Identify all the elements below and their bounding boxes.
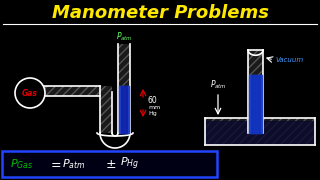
Text: $P_{Gas}$: $P_{Gas}$ bbox=[10, 157, 33, 171]
Bar bbox=[248, 50, 263, 133]
Text: mm: mm bbox=[148, 105, 160, 109]
Text: Hg: Hg bbox=[148, 111, 157, 116]
Bar bbox=[100, 86, 112, 133]
Text: $P_{atm}$: $P_{atm}$ bbox=[116, 31, 132, 43]
Text: 60: 60 bbox=[148, 96, 158, 105]
FancyBboxPatch shape bbox=[2, 151, 217, 177]
Bar bbox=[205, 118, 315, 145]
Text: $P_{atm}$: $P_{atm}$ bbox=[62, 157, 85, 171]
Bar bbox=[43, 86, 100, 96]
Text: Vacuum: Vacuum bbox=[275, 57, 303, 63]
Text: $=$: $=$ bbox=[48, 158, 62, 170]
Bar bbox=[118, 44, 130, 133]
Text: $\pm$: $\pm$ bbox=[105, 158, 116, 170]
Text: $P_{Hg}$: $P_{Hg}$ bbox=[120, 156, 139, 172]
Text: Manometer Problems: Manometer Problems bbox=[52, 4, 268, 22]
Text: Gas: Gas bbox=[22, 89, 38, 98]
Circle shape bbox=[15, 78, 45, 108]
Text: $P_{atm}$: $P_{atm}$ bbox=[210, 79, 227, 91]
